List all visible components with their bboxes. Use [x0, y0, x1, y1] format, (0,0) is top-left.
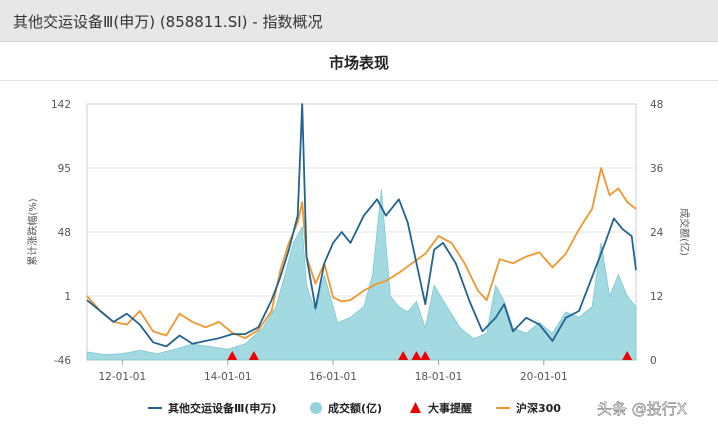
page-title: 其他交运设备Ⅲ(申万) (858811.SI) - 指数概况	[13, 13, 323, 31]
x-tick-label: 14-01-01	[204, 371, 252, 383]
event-marker	[420, 351, 431, 360]
section-divider	[0, 80, 718, 81]
volume-area	[86, 189, 637, 361]
y-right-tick-label: 12	[650, 291, 663, 303]
volume-bars	[86, 189, 637, 361]
y-left-tick-label: -46	[54, 355, 71, 367]
legend-label[interactable]: 其他交运设备Ⅲ(申万)	[168, 401, 276, 415]
event-marker	[398, 351, 409, 360]
event-marker	[227, 351, 238, 360]
y-right-tick-label: 24	[650, 227, 664, 239]
legend-swatch	[410, 402, 421, 413]
chart-legend[interactable]: 其他交运设备Ⅲ(申万) 成交额(亿) 大事提醒 沪深300	[148, 401, 561, 415]
y-left-axis-title: 累计涨跌幅(%)	[26, 198, 39, 265]
y-right-axis-title: 成交额(亿)	[678, 208, 691, 256]
y-left-tick-label: 48	[58, 227, 71, 239]
y-right-tick-label: 36	[650, 163, 664, 175]
legend-label[interactable]: 成交额(亿)	[328, 401, 382, 415]
event-markers	[227, 351, 633, 360]
x-tick-label: 12-01-01	[99, 371, 147, 383]
legend-label[interactable]: 大事提醒	[428, 401, 472, 415]
chart-grid	[86, 103, 637, 361]
index-line	[86, 103, 637, 348]
chart-axes: 142 95 48 1 -46 48 36 24 12 0 12-01-01 14-01-01 16-0…	[26, 99, 691, 383]
event-marker	[411, 351, 422, 360]
legend-label[interactable]: 沪深300	[516, 401, 561, 415]
legend-swatch	[310, 402, 322, 414]
x-tick-label: 20-01-01	[520, 371, 568, 383]
y-left-tick-label: 95	[58, 163, 71, 175]
event-marker	[248, 351, 259, 360]
section-title: 市场表现	[328, 54, 389, 72]
x-tick-label: 18-01-01	[415, 371, 463, 383]
csi300-line	[86, 167, 637, 340]
header-bar: 其他交运设备Ⅲ(申万) (858811.SI) - 指数概况	[0, 0, 718, 42]
y-right-tick-label: 0	[650, 355, 657, 367]
y-left-tick-label: 1	[64, 291, 71, 303]
x-tick-label: 16-01-01	[309, 371, 357, 383]
series-lines	[86, 103, 637, 348]
event-marker	[622, 351, 633, 360]
y-left-tick-label: 142	[51, 99, 71, 111]
watermark: 头条 @投行X	[597, 400, 687, 418]
y-right-tick-label: 48	[650, 99, 663, 111]
